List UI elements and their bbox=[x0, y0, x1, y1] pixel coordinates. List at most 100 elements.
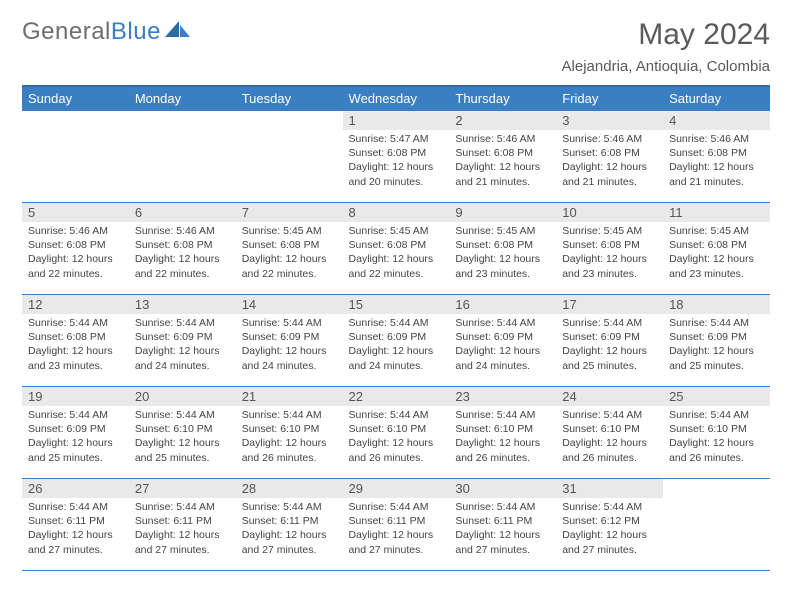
day-number: 17 bbox=[556, 295, 663, 314]
day-info: Sunrise: 5:46 AMSunset: 6:08 PMDaylight:… bbox=[129, 222, 236, 285]
calendar-week-row: 5Sunrise: 5:46 AMSunset: 6:08 PMDaylight… bbox=[22, 203, 770, 295]
calendar-day-cell: 2Sunrise: 5:46 AMSunset: 6:08 PMDaylight… bbox=[449, 111, 556, 203]
day-number: 6 bbox=[129, 203, 236, 222]
day-info: Sunrise: 5:44 AMSunset: 6:11 PMDaylight:… bbox=[129, 498, 236, 561]
day-number: 18 bbox=[663, 295, 770, 314]
calendar-day-cell: 15Sunrise: 5:44 AMSunset: 6:09 PMDayligh… bbox=[343, 295, 450, 387]
calendar-day-cell: 7Sunrise: 5:45 AMSunset: 6:08 PMDaylight… bbox=[236, 203, 343, 295]
calendar-day-cell: 13Sunrise: 5:44 AMSunset: 6:09 PMDayligh… bbox=[129, 295, 236, 387]
day-info: Sunrise: 5:44 AMSunset: 6:09 PMDaylight:… bbox=[556, 314, 663, 377]
day-info: Sunrise: 5:46 AMSunset: 6:08 PMDaylight:… bbox=[449, 130, 556, 193]
weekday-header: Wednesday bbox=[343, 86, 450, 111]
calendar-week-row: 19Sunrise: 5:44 AMSunset: 6:09 PMDayligh… bbox=[22, 387, 770, 479]
calendar-week-row: 26Sunrise: 5:44 AMSunset: 6:11 PMDayligh… bbox=[22, 479, 770, 571]
day-number: 25 bbox=[663, 387, 770, 406]
day-info: Sunrise: 5:45 AMSunset: 6:08 PMDaylight:… bbox=[236, 222, 343, 285]
weekday-header: Saturday bbox=[663, 86, 770, 111]
weekday-header: Friday bbox=[556, 86, 663, 111]
calendar-day-cell: 30Sunrise: 5:44 AMSunset: 6:11 PMDayligh… bbox=[449, 479, 556, 571]
calendar-day-cell: 20Sunrise: 5:44 AMSunset: 6:10 PMDayligh… bbox=[129, 387, 236, 479]
brand-part1: General bbox=[22, 18, 111, 46]
calendar-day-cell: 4Sunrise: 5:46 AMSunset: 6:08 PMDaylight… bbox=[663, 111, 770, 203]
day-info: Sunrise: 5:44 AMSunset: 6:11 PMDaylight:… bbox=[22, 498, 129, 561]
calendar-day-cell bbox=[236, 111, 343, 203]
calendar-day-cell: 12Sunrise: 5:44 AMSunset: 6:08 PMDayligh… bbox=[22, 295, 129, 387]
calendar-day-cell: 17Sunrise: 5:44 AMSunset: 6:09 PMDayligh… bbox=[556, 295, 663, 387]
calendar-day-cell: 1Sunrise: 5:47 AMSunset: 6:08 PMDaylight… bbox=[343, 111, 450, 203]
calendar-day-cell: 8Sunrise: 5:45 AMSunset: 6:08 PMDaylight… bbox=[343, 203, 450, 295]
day-number: 26 bbox=[22, 479, 129, 498]
calendar-day-cell: 16Sunrise: 5:44 AMSunset: 6:09 PMDayligh… bbox=[449, 295, 556, 387]
day-info: Sunrise: 5:46 AMSunset: 6:08 PMDaylight:… bbox=[663, 130, 770, 193]
day-number: 10 bbox=[556, 203, 663, 222]
day-number: 22 bbox=[343, 387, 450, 406]
calendar-header-row: SundayMondayTuesdayWednesdayThursdayFrid… bbox=[22, 86, 770, 111]
day-number: 21 bbox=[236, 387, 343, 406]
calendar-week-row: 12Sunrise: 5:44 AMSunset: 6:08 PMDayligh… bbox=[22, 295, 770, 387]
weekday-header: Thursday bbox=[449, 86, 556, 111]
calendar-day-cell: 28Sunrise: 5:44 AMSunset: 6:11 PMDayligh… bbox=[236, 479, 343, 571]
day-number: 31 bbox=[556, 479, 663, 498]
sail-icon bbox=[165, 18, 191, 46]
day-info: Sunrise: 5:47 AMSunset: 6:08 PMDaylight:… bbox=[343, 130, 450, 193]
day-info: Sunrise: 5:44 AMSunset: 6:10 PMDaylight:… bbox=[129, 406, 236, 469]
calendar-day-cell: 9Sunrise: 5:45 AMSunset: 6:08 PMDaylight… bbox=[449, 203, 556, 295]
location-label: Alejandria, Antioquia, Colombia bbox=[562, 58, 770, 75]
calendar-day-cell: 14Sunrise: 5:44 AMSunset: 6:09 PMDayligh… bbox=[236, 295, 343, 387]
header: GeneralBlue May 2024 Alejandria, Antioqu… bbox=[22, 18, 770, 81]
day-number: 14 bbox=[236, 295, 343, 314]
day-number: 4 bbox=[663, 111, 770, 130]
calendar-day-cell: 27Sunrise: 5:44 AMSunset: 6:11 PMDayligh… bbox=[129, 479, 236, 571]
day-info: Sunrise: 5:44 AMSunset: 6:09 PMDaylight:… bbox=[129, 314, 236, 377]
title-block: May 2024 Alejandria, Antioquia, Colombia bbox=[562, 18, 770, 81]
calendar-day-cell bbox=[22, 111, 129, 203]
day-info: Sunrise: 5:44 AMSunset: 6:10 PMDaylight:… bbox=[663, 406, 770, 469]
day-info: Sunrise: 5:44 AMSunset: 6:11 PMDaylight:… bbox=[236, 498, 343, 561]
day-number: 8 bbox=[343, 203, 450, 222]
day-info: Sunrise: 5:44 AMSunset: 6:09 PMDaylight:… bbox=[449, 314, 556, 377]
day-number: 11 bbox=[663, 203, 770, 222]
day-info: Sunrise: 5:44 AMSunset: 6:11 PMDaylight:… bbox=[449, 498, 556, 561]
day-info: Sunrise: 5:44 AMSunset: 6:09 PMDaylight:… bbox=[663, 314, 770, 377]
calendar-day-cell: 21Sunrise: 5:44 AMSunset: 6:10 PMDayligh… bbox=[236, 387, 343, 479]
day-info: Sunrise: 5:44 AMSunset: 6:10 PMDaylight:… bbox=[343, 406, 450, 469]
day-info: Sunrise: 5:44 AMSunset: 6:09 PMDaylight:… bbox=[22, 406, 129, 469]
day-number: 3 bbox=[556, 111, 663, 130]
weekday-header: Monday bbox=[129, 86, 236, 111]
calendar-day-cell: 11Sunrise: 5:45 AMSunset: 6:08 PMDayligh… bbox=[663, 203, 770, 295]
calendar-week-row: 1Sunrise: 5:47 AMSunset: 6:08 PMDaylight… bbox=[22, 111, 770, 203]
calendar-day-cell: 5Sunrise: 5:46 AMSunset: 6:08 PMDaylight… bbox=[22, 203, 129, 295]
calendar-day-cell bbox=[129, 111, 236, 203]
day-number: 5 bbox=[22, 203, 129, 222]
day-number: 15 bbox=[343, 295, 450, 314]
weekday-header: Sunday bbox=[22, 86, 129, 111]
calendar-day-cell: 25Sunrise: 5:44 AMSunset: 6:10 PMDayligh… bbox=[663, 387, 770, 479]
day-info: Sunrise: 5:46 AMSunset: 6:08 PMDaylight:… bbox=[556, 130, 663, 193]
day-info: Sunrise: 5:44 AMSunset: 6:10 PMDaylight:… bbox=[449, 406, 556, 469]
day-number: 29 bbox=[343, 479, 450, 498]
calendar-day-cell: 6Sunrise: 5:46 AMSunset: 6:08 PMDaylight… bbox=[129, 203, 236, 295]
day-info: Sunrise: 5:44 AMSunset: 6:10 PMDaylight:… bbox=[236, 406, 343, 469]
brand-part2: Blue bbox=[111, 18, 161, 46]
calendar-day-cell: 31Sunrise: 5:44 AMSunset: 6:12 PMDayligh… bbox=[556, 479, 663, 571]
day-number: 13 bbox=[129, 295, 236, 314]
day-info: Sunrise: 5:45 AMSunset: 6:08 PMDaylight:… bbox=[449, 222, 556, 285]
calendar-day-cell: 18Sunrise: 5:44 AMSunset: 6:09 PMDayligh… bbox=[663, 295, 770, 387]
day-info: Sunrise: 5:44 AMSunset: 6:09 PMDaylight:… bbox=[343, 314, 450, 377]
day-number: 16 bbox=[449, 295, 556, 314]
day-info: Sunrise: 5:45 AMSunset: 6:08 PMDaylight:… bbox=[663, 222, 770, 285]
day-number: 20 bbox=[129, 387, 236, 406]
weekday-header: Tuesday bbox=[236, 86, 343, 111]
calendar-day-cell: 29Sunrise: 5:44 AMSunset: 6:11 PMDayligh… bbox=[343, 479, 450, 571]
calendar-day-cell: 19Sunrise: 5:44 AMSunset: 6:09 PMDayligh… bbox=[22, 387, 129, 479]
calendar-table: SundayMondayTuesdayWednesdayThursdayFrid… bbox=[22, 85, 770, 571]
day-info: Sunrise: 5:44 AMSunset: 6:11 PMDaylight:… bbox=[343, 498, 450, 561]
calendar-day-cell: 24Sunrise: 5:44 AMSunset: 6:10 PMDayligh… bbox=[556, 387, 663, 479]
calendar-day-cell: 10Sunrise: 5:45 AMSunset: 6:08 PMDayligh… bbox=[556, 203, 663, 295]
day-number: 27 bbox=[129, 479, 236, 498]
calendar-day-cell: 26Sunrise: 5:44 AMSunset: 6:11 PMDayligh… bbox=[22, 479, 129, 571]
day-number: 2 bbox=[449, 111, 556, 130]
day-number: 28 bbox=[236, 479, 343, 498]
day-info: Sunrise: 5:45 AMSunset: 6:08 PMDaylight:… bbox=[343, 222, 450, 285]
calendar-day-cell: 23Sunrise: 5:44 AMSunset: 6:10 PMDayligh… bbox=[449, 387, 556, 479]
